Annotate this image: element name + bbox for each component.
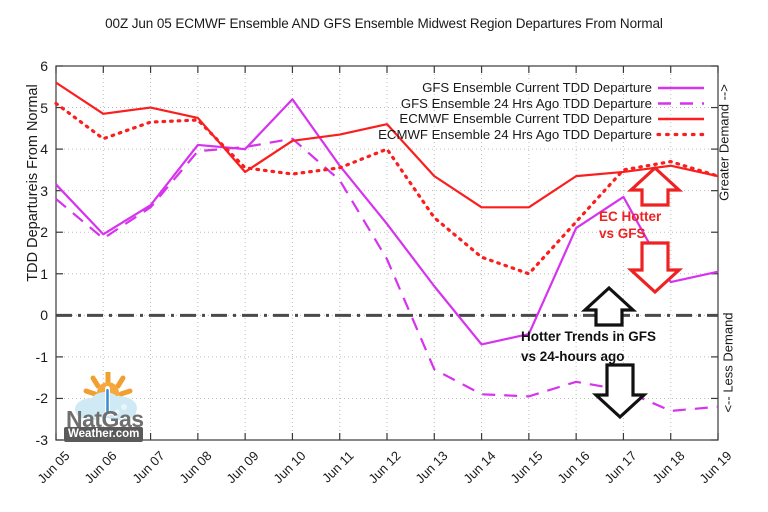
- natgas-weather-logo: NatGas Weather.com: [62, 369, 170, 444]
- y-tick-label: 6: [40, 58, 48, 74]
- right-axis-label-less-demand: <-- Less Demand: [720, 312, 736, 413]
- legend-label-0: GFS Ensemble Current TDD Departure: [422, 80, 652, 95]
- series-line-1: [55, 137, 719, 413]
- series-line-0: [55, 98, 719, 346]
- arrow-up-hotter-trends: [580, 285, 638, 327]
- logo-graphic: [75, 369, 137, 420]
- y-tick-label: -2: [35, 390, 48, 407]
- annotation-ec-hotter: EC Hotter vs GFS: [599, 208, 661, 242]
- legend-label-2: ECMWF Ensemble Current TDD Departure: [399, 111, 652, 126]
- y-tick-label: 3: [40, 182, 48, 199]
- legend-label-1: GFS Ensemble 24 Hrs Ago TDD Departure: [400, 95, 652, 111]
- arrow-up-ec-hotter: [626, 165, 684, 207]
- series-line-2: [55, 81, 719, 209]
- page-title: 00Z Jun 05 ECMWF Ensemble AND GFS Ensemb…: [105, 16, 663, 31]
- y-tick-label: -1: [35, 348, 48, 365]
- y-tick-label: 1: [40, 265, 48, 282]
- annotation-hotter-trends-line2: vs 24-hours ago: [521, 349, 625, 364]
- arrow-down-ec-hotter: [626, 241, 684, 295]
- right-axis-label-greater-demand: Greater Demand -->: [716, 84, 732, 201]
- annotation-ec-hotter-line2: vs GFS: [599, 226, 646, 241]
- logo-subtitle: Weather.com: [64, 427, 144, 442]
- y-tick-label: 0: [40, 307, 48, 324]
- y-tick-label: -3: [35, 432, 48, 448]
- legend-label-3: ECMWF Ensemble 24 Hrs Ago TDD Departure: [378, 126, 652, 142]
- y-tick-label: 2: [40, 224, 48, 241]
- y-tick-label: 4: [40, 141, 48, 158]
- arrow-down-hotter-trends: [591, 363, 649, 420]
- annotation-hotter-trends: Hotter Trends in GFS vs 24-hours ago: [521, 327, 656, 367]
- annotation-hotter-trends-line1: Hotter Trends in GFS: [521, 329, 657, 344]
- annotation-ec-hotter-line1: EC Hotter: [599, 209, 662, 224]
- thermometer-icon: [105, 386, 110, 416]
- y-tick-label: 5: [40, 99, 48, 116]
